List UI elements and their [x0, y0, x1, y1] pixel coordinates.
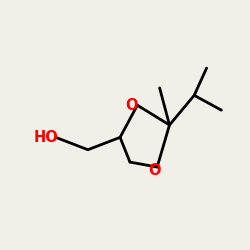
Text: O: O	[148, 163, 161, 178]
Text: HO: HO	[34, 130, 59, 145]
Text: O: O	[125, 98, 138, 113]
